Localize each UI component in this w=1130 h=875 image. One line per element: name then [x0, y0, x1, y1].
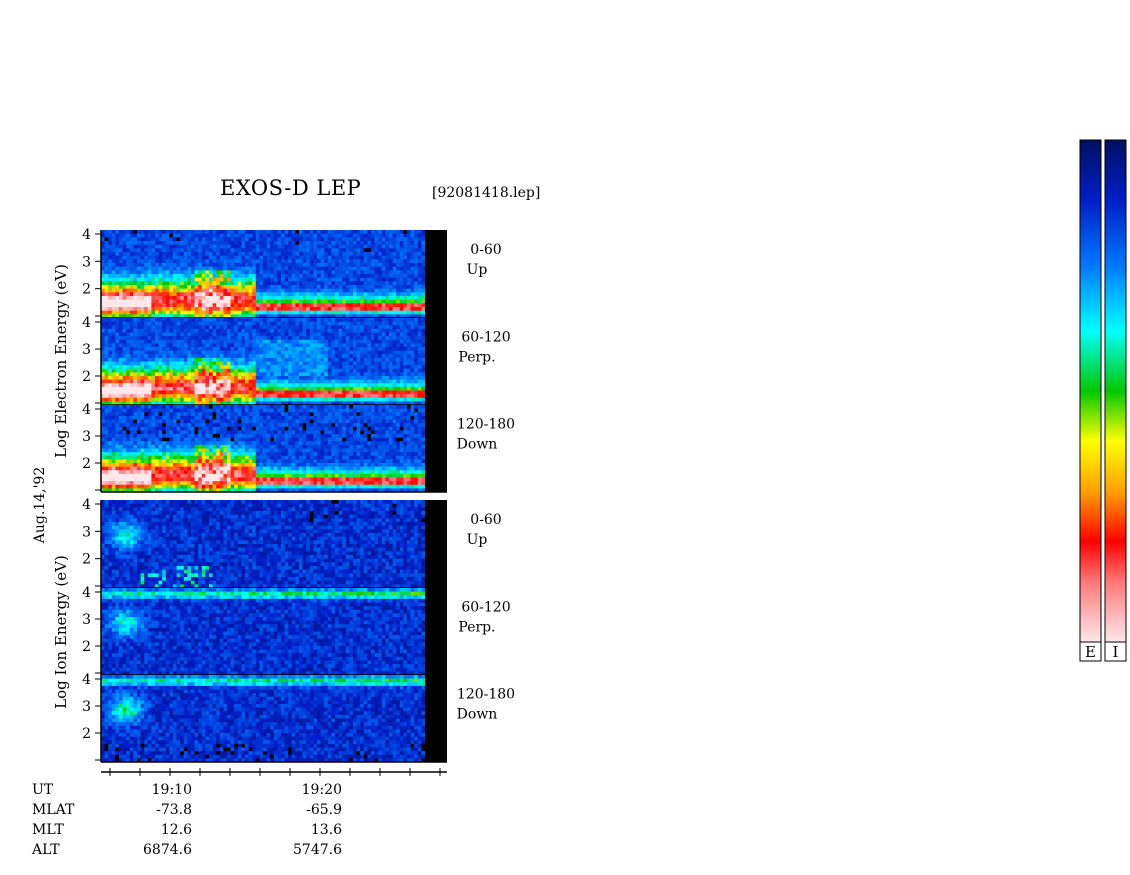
footer-row-label: MLAT [32, 802, 75, 818]
colorbar-label-box [1104, 641, 1127, 662]
ylabel-word: Energy [52, 591, 70, 651]
direction-label: Down [457, 707, 498, 723]
y-tick-label: 3 [82, 342, 91, 358]
spectrogram-panel-i1 [101, 500, 447, 589]
y-tick-label: 3 [82, 612, 91, 628]
y-tick-label: 4 [82, 227, 91, 243]
footer-col2-value: 13.6 [311, 822, 342, 838]
direction-label: Up [467, 262, 488, 278]
ion-colorbar [1104, 139, 1127, 643]
spectrogram-panel-e3 [101, 405, 447, 493]
y-tick-label: 2 [82, 369, 91, 385]
y-tick-label: 2 [82, 552, 91, 568]
footer-col1-value: 6874.6 [143, 842, 192, 858]
footer-col2-value: 5747.6 [293, 842, 342, 858]
y-tick-label: 3 [82, 429, 91, 445]
file-name-label: [92081418.lep] [432, 185, 541, 201]
y-tick-label: 2 [82, 726, 91, 742]
date-label: Aug.14,'92 [32, 467, 48, 544]
date-label-text: Aug.14,'92 [32, 467, 48, 544]
ylabel-word: Log [52, 680, 70, 709]
angle-range-label: 0-60 [470, 242, 501, 258]
angle-range-label: 60-120 [461, 600, 510, 616]
y-tick-label: 4 [82, 402, 91, 418]
y-tick-label: 3 [82, 524, 91, 540]
spectrogram-panel-i3 [101, 675, 447, 763]
angle-range-label: 120-180 [457, 417, 515, 433]
spectrogram-panel-e1 [101, 230, 447, 319]
direction-label: Perp. [458, 620, 495, 636]
ylabel-word: Electron [52, 359, 70, 429]
direction-label: Up [467, 532, 488, 548]
ylabel-word: Ion [52, 651, 70, 681]
y-tick-label: 4 [82, 672, 91, 688]
ylabel-word: (eV) [52, 555, 70, 591]
electron-colorbar [1079, 139, 1102, 643]
angle-range-label: 0-60 [470, 512, 501, 528]
y-tick-label: 4 [82, 315, 91, 331]
electron-ylabel-text: Log Electron Energy (eV) [52, 264, 70, 458]
spectrogram-panel-i2 [101, 588, 447, 676]
colorbar-label-box [1079, 641, 1102, 662]
ylabel-word: Log [52, 429, 70, 458]
electron-colorbar-label: E [1085, 643, 1096, 661]
spectrogram-panel-e2 [101, 318, 447, 406]
footer-row-label: ALT [31, 842, 60, 858]
y-tick-label: 2 [82, 456, 91, 472]
footer-col2-value: -65.9 [306, 802, 342, 818]
angle-range-label: 120-180 [457, 687, 515, 703]
y-tick-label: 2 [82, 282, 91, 298]
y-tick-label: 3 [82, 254, 91, 270]
direction-label: Perp. [458, 350, 495, 366]
direction-label: Down [457, 437, 498, 453]
angle-range-label: 60-120 [461, 330, 510, 346]
footer-row-label: MLT [32, 822, 64, 838]
chart-title: EXOS-D LEP [220, 176, 362, 200]
y-tick-label: 4 [82, 585, 91, 601]
y-tick-label: 2 [82, 639, 91, 655]
ion-ylabel: Log Ion Energy (eV) [52, 555, 70, 709]
footer-col1-value: -73.8 [156, 802, 192, 818]
y-tick-label: 4 [82, 497, 91, 513]
footer-col1-value: 19:10 [152, 782, 192, 798]
electron-ylabel: Log Electron Energy (eV) [52, 264, 70, 458]
footer-row-label: UT [32, 782, 54, 798]
ylabel-word: Energy [52, 300, 70, 360]
footer-col1-value: 12.6 [161, 822, 192, 838]
y-tick-label: 3 [82, 699, 91, 715]
ion-colorbar-label: I [1113, 643, 1119, 661]
ion-ylabel-text: Log Ion Energy (eV) [52, 555, 70, 709]
footer-col2-value: 19:20 [302, 782, 342, 798]
ylabel-word: (eV) [52, 264, 70, 300]
